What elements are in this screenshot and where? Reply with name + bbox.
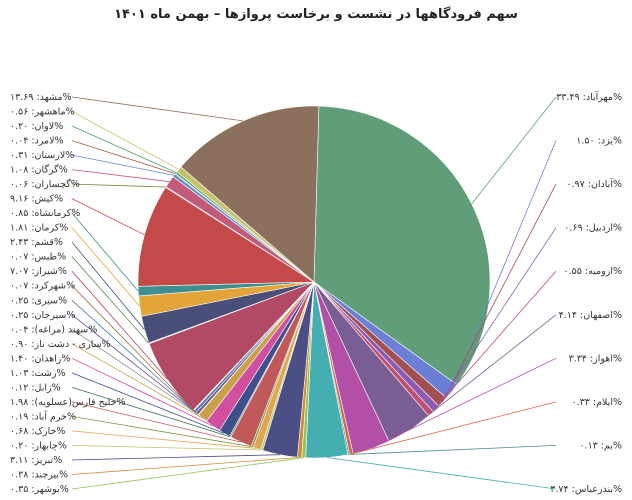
leader-line-4 (430, 270, 557, 414)
slice-label-3: اردبیل: ۰.۶۹% (564, 223, 622, 234)
leader-line-14 (71, 430, 257, 449)
leader-line-2 (442, 183, 557, 403)
leader-line-17 (71, 387, 231, 438)
leader-line-18 (71, 372, 225, 434)
leader-line-34 (71, 140, 176, 175)
slice-label-5: اصفهان: ۴.۱۴% (559, 310, 622, 321)
slice-label-14: خارک: ۰.۶۸% (10, 426, 65, 437)
slice-label-28: کرمان: ۱.۸۱% (10, 223, 68, 234)
leader-line-15 (71, 416, 253, 448)
slice-label-16: خلیج فارس(عسلویه): ۱.۹۸% (10, 397, 126, 408)
leader-line-11 (71, 457, 300, 475)
slice-label-11: بیرجند: ۰.۳۸% (10, 470, 68, 481)
slice-label-0: مهرآباد: ۳۳.۴۹% (556, 90, 622, 103)
slice-label-8: بم: ۰.۱۳% (579, 440, 622, 451)
slice-label-9: بندرعباس: ۳.۷۴% (550, 484, 622, 495)
slice-label-29: کرمانشاه: ۰.۸۵% (10, 208, 80, 219)
leader-line-13 (71, 445, 262, 451)
leader-lines-layer (71, 96, 557, 490)
leader-line-27 (71, 241, 145, 331)
slice-label-2: آبادان: ۰.۹۷% (566, 177, 622, 190)
slice-label-20: ساری - دشت ناز: ۰.۹۰% (10, 339, 111, 350)
slice-label-25: شیراز: ۷.۰۷% (10, 266, 67, 277)
slice-label-22: سیرجان: ۰.۲۵% (10, 310, 75, 321)
slice-label-26: طبس: ۰.۰۷% (10, 252, 66, 263)
leader-line-32 (71, 169, 170, 183)
leader-line-5 (409, 314, 557, 431)
slice-label-13: چابهار: ۰.۲۰% (10, 440, 67, 451)
leader-line-35 (71, 125, 177, 173)
leader-line-30 (71, 198, 145, 236)
leader-line-20 (71, 343, 203, 419)
leader-line-16 (71, 401, 241, 443)
leader-line-6 (371, 357, 557, 449)
slice-label-17: زابل: ۰.۱۲% (10, 382, 61, 393)
leader-line-9 (326, 457, 557, 490)
slice-label-33: لارستان: ۰.۳۱% (10, 150, 74, 161)
leader-line-26 (71, 256, 150, 344)
leader-line-25 (71, 270, 168, 380)
slice-label-36: ماهشهر: ۰.۵۶% (10, 107, 75, 118)
slice-label-30: کیش: ۹.۱۶% (10, 194, 63, 205)
slice-label-35: لاوان: ۰.۲۰% (10, 121, 63, 132)
slice-label-23: سیری: ۰.۲۵% (10, 295, 67, 306)
slice-label-34: لامرد: ۰.۰۴% (10, 136, 64, 147)
slice-label-4: ارومیه: ۰.۵۵% (564, 266, 622, 277)
slice-label-27: قشم: ۲.۴۳% (10, 237, 63, 248)
slice-label-24: شهرکرد: ۰.۰۷% (10, 281, 75, 292)
leader-line-37 (71, 96, 244, 122)
leader-line-1 (451, 140, 557, 392)
leader-line-21 (71, 328, 199, 415)
slice-label-21: سهند (مراغه): ۰.۰۴% (10, 324, 97, 335)
leader-line-29 (71, 212, 139, 292)
slice-label-31: گچساران: ۰.۰۶% (10, 178, 80, 190)
slice-label-7: ایلام: ۰.۳۳% (572, 397, 622, 408)
slice-label-1: یزد: ۱.۵۰% (576, 136, 622, 147)
pie-slice-37 (180, 105, 320, 283)
slice-label-37: مشهد: ۱۳.۶۹% (10, 92, 72, 103)
leader-line-22 (71, 314, 198, 414)
leader-line-19 (71, 357, 213, 427)
leader-line-7 (351, 401, 557, 455)
leader-line-31 (71, 183, 166, 188)
slice-label-19: زاهدان: ۱.۴۰% (10, 353, 70, 364)
leader-line-36 (71, 111, 180, 170)
pie-slice-0 (313, 105, 491, 386)
slice-label-12: تبریز: ۳.۱۱% (10, 455, 62, 466)
slices-layer (137, 105, 491, 459)
slice-label-10: بوشهر: ۰.۳۵% (10, 484, 69, 495)
chart-title: سهم فرودگاهها در نشست و برخاست پروازها –… (114, 6, 518, 22)
leader-line-8 (348, 445, 557, 455)
leader-line-23 (71, 300, 196, 412)
leader-line-12 (71, 454, 280, 461)
leader-line-24 (71, 285, 194, 411)
slice-label-6: اهواز: ۳.۳۴% (569, 353, 622, 364)
leader-line-3 (435, 227, 557, 410)
slice-label-18: رشت: ۱.۰۳% (10, 368, 65, 379)
leader-line-0 (471, 96, 557, 205)
leader-line-33 (71, 154, 175, 176)
labels-layer: مهرآباد: ۳۳.۴۹% یزد: ۱.۵۰% آبادان: ۰.۹۷% ار… (10, 90, 622, 495)
slice-label-15: خرم آباد: ۰.۱۹% (10, 409, 76, 422)
leader-line-10 (71, 457, 304, 490)
slice-label-32: گرگان: ۱.۰۸% (10, 164, 68, 176)
leader-line-28 (71, 227, 141, 307)
